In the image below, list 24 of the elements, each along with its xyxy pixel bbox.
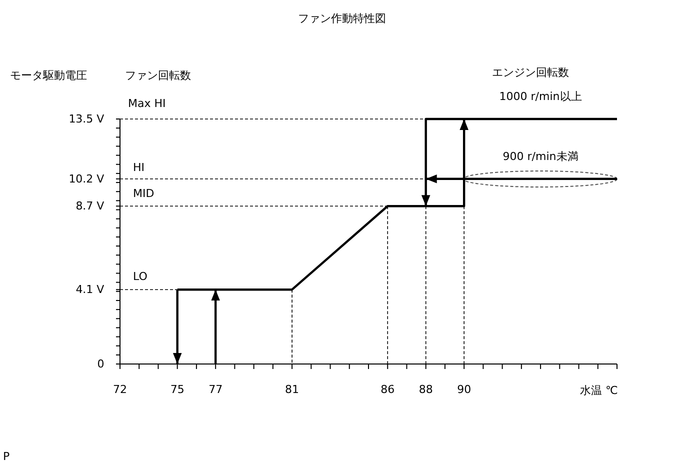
- text: エンジン回転数: [492, 66, 569, 79]
- y-tick-label: 13.5 V: [68, 112, 105, 126]
- annotation: LO: [133, 270, 148, 283]
- annotation: 900 r/min未満: [502, 150, 578, 163]
- y-tick-label: 10.2 V: [68, 172, 105, 186]
- chart-title: ファン作動特性図: [298, 12, 386, 25]
- text: Max HI: [128, 97, 166, 110]
- x-tick-label: 88: [418, 382, 433, 396]
- y-tick-label: 8.7 V: [76, 200, 105, 213]
- x-tick-label: 75: [170, 382, 184, 396]
- annotation: MID: [133, 187, 154, 200]
- text: ファン回転数: [125, 69, 191, 82]
- text: P: [3, 450, 10, 463]
- x-tick-label: 72: [113, 382, 127, 396]
- x-axis-title: 水温 ℃: [580, 384, 618, 397]
- annotation: 1000 r/min以上: [499, 90, 582, 103]
- x-tick-label: 90: [457, 382, 472, 396]
- x-tick-label: 81: [285, 382, 300, 396]
- y-tick-label: 4.1 V: [76, 283, 105, 296]
- x-tick-label: 77: [208, 382, 223, 396]
- annotation: HI: [133, 161, 145, 174]
- y-axis-title: モータ駆動電圧: [10, 69, 87, 82]
- x-tick-label: 86: [380, 382, 395, 396]
- y-tick-label: 0: [97, 358, 104, 371]
